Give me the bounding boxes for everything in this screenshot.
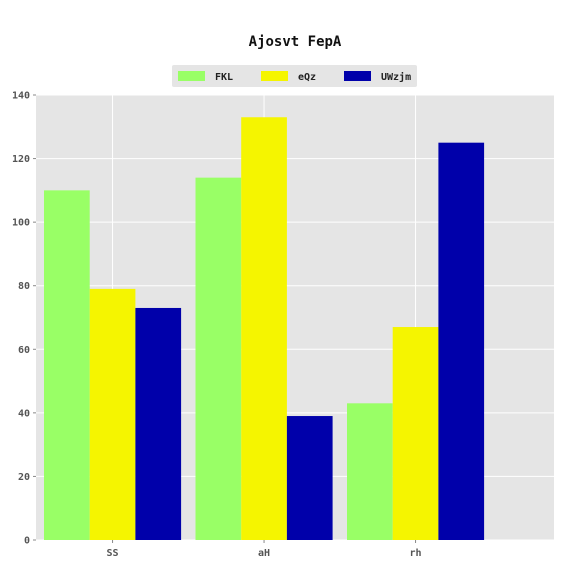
legend: FKL eQz UWzjm — [172, 65, 417, 87]
bar-eQz-SS — [89, 288, 136, 540]
bar-FKL-rh — [347, 403, 393, 540]
legend-swatch-eQz — [261, 71, 288, 81]
legend-swatch-FKL — [178, 71, 205, 81]
bar-UWzjm-rh — [438, 142, 485, 540]
y-tick-label: 80 — [18, 281, 30, 292]
y-tick-label: 60 — [18, 345, 30, 356]
bar-FKL-aH — [195, 177, 242, 540]
y-axis: 0 20 40 60 80 100 120 140 — [12, 91, 36, 547]
x-tick-label: SS — [107, 548, 119, 559]
bar-UWzjm-SS — [135, 307, 182, 540]
x-axis: SS aH rh — [107, 540, 422, 559]
legend-swatch-UWzjm — [344, 71, 371, 81]
y-tick-label: 20 — [18, 472, 30, 483]
bar-FKL-SS — [44, 190, 90, 540]
y-tick-label: 120 — [12, 154, 30, 165]
y-tick-label: 40 — [18, 408, 30, 419]
chart-title: Ajosvt FepA — [249, 34, 342, 50]
y-tick-label: 140 — [12, 91, 30, 102]
legend-label-FKL: FKL — [215, 72, 233, 83]
legend-box — [172, 65, 417, 87]
bar-eQz-aH — [241, 117, 287, 540]
bars — [44, 117, 485, 540]
bar-eQz-rh — [392, 327, 439, 540]
legend-label-UWzjm: UWzjm — [381, 71, 411, 83]
x-tick-label: rh — [410, 548, 422, 559]
y-tick-label: 0 — [24, 536, 30, 547]
x-tick-label: aH — [258, 548, 270, 559]
y-tick-label: 100 — [12, 218, 30, 229]
bar-UWzjm-aH — [286, 416, 333, 540]
legend-label-eQz: eQz — [298, 72, 316, 83]
